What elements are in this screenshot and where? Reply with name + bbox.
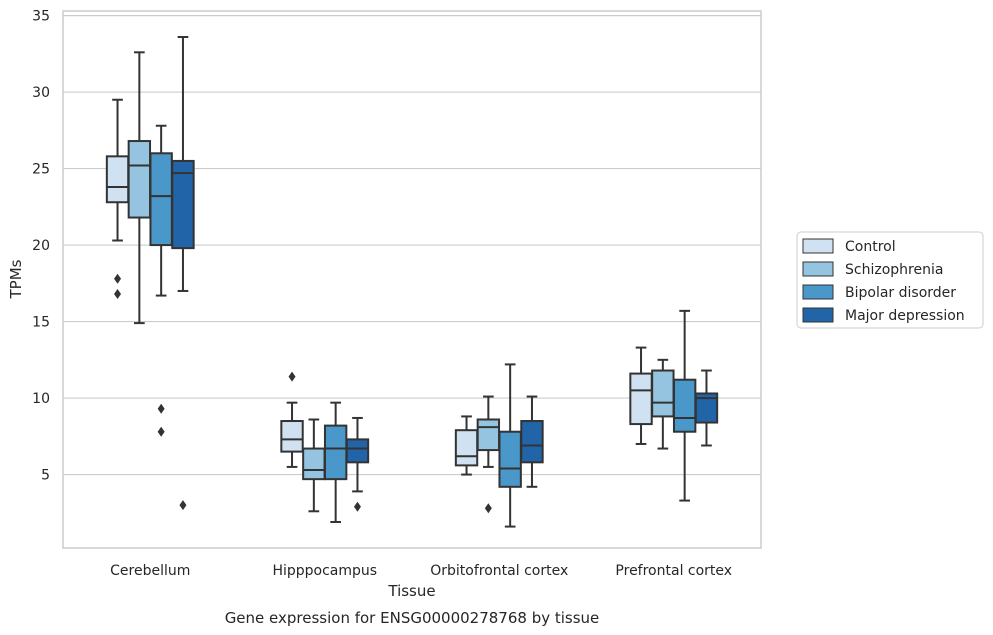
box xyxy=(454,429,479,467)
y-tick-label: 30 xyxy=(32,85,50,101)
box-group xyxy=(694,369,719,447)
legend-label: Schizophrenia xyxy=(845,262,943,278)
box-group xyxy=(105,98,130,300)
outlier-point xyxy=(157,426,165,437)
box xyxy=(171,159,195,250)
y-tick-label: 15 xyxy=(32,315,50,331)
legend-label: Major depression xyxy=(845,308,965,324)
box xyxy=(629,372,653,426)
plot-area-frame xyxy=(62,10,762,549)
box xyxy=(280,420,304,453)
outlier-point xyxy=(288,371,296,382)
outlier-point xyxy=(114,273,122,284)
x-tick-label: Prefrontal cortex xyxy=(615,563,732,579)
box xyxy=(476,418,501,452)
legend-frame xyxy=(796,231,984,329)
box xyxy=(498,430,522,488)
box xyxy=(127,140,152,219)
y-tick-label: 10 xyxy=(32,391,50,407)
legend-label: Control xyxy=(845,239,896,255)
box-group xyxy=(454,415,479,476)
y-axis-ticks: 5 10 15 20 25 30 35 xyxy=(32,9,50,484)
box-group xyxy=(520,395,544,488)
box-group xyxy=(629,346,653,445)
legend-swatch xyxy=(802,238,834,254)
box-group xyxy=(171,36,195,511)
box-series xyxy=(105,36,719,528)
chart-caption: Gene expression for ENSG00000278768 by t… xyxy=(225,609,600,627)
box xyxy=(694,392,719,424)
box-group xyxy=(149,124,173,437)
x-tick-label: Cerebellum xyxy=(110,563,190,579)
box xyxy=(323,424,348,481)
box xyxy=(651,369,675,418)
outlier-point xyxy=(179,500,187,511)
box xyxy=(149,152,173,247)
box-group xyxy=(280,371,304,468)
y-tick-label: 25 xyxy=(32,162,50,178)
y-tick-label: 5 xyxy=(41,468,50,484)
box-group xyxy=(345,416,370,512)
x-tick-label: Hipppocampus xyxy=(272,563,377,579)
legend-swatch xyxy=(802,307,834,323)
box-group xyxy=(323,401,348,523)
box-group xyxy=(651,358,675,450)
y-tick-label: 35 xyxy=(32,9,50,25)
box-group xyxy=(476,395,501,514)
legend-label: Bipolar disorder xyxy=(845,285,956,301)
box xyxy=(672,378,697,433)
outlier-point xyxy=(157,403,165,414)
box-group xyxy=(127,51,152,325)
outlier-point xyxy=(114,289,122,300)
box xyxy=(105,155,130,204)
y-tick-label: 20 xyxy=(32,238,50,254)
x-axis-ticks: Cerebellum Hipppocampus Orbitofrontal cort… xyxy=(110,563,732,579)
y-axis-label: TPMs xyxy=(7,259,25,299)
legend-swatch xyxy=(802,284,834,300)
box xyxy=(302,447,326,481)
outlier-point xyxy=(353,501,361,512)
legend-swatch xyxy=(802,261,834,277)
box xyxy=(520,420,544,464)
legend: Control Schizophrenia Bipolar disorder Majo… xyxy=(796,231,984,329)
x-tick-label: Orbitofrontal cortex xyxy=(430,563,568,579)
outlier-point xyxy=(484,503,492,514)
box xyxy=(345,438,370,464)
x-axis-label: Tissue xyxy=(387,582,435,600)
